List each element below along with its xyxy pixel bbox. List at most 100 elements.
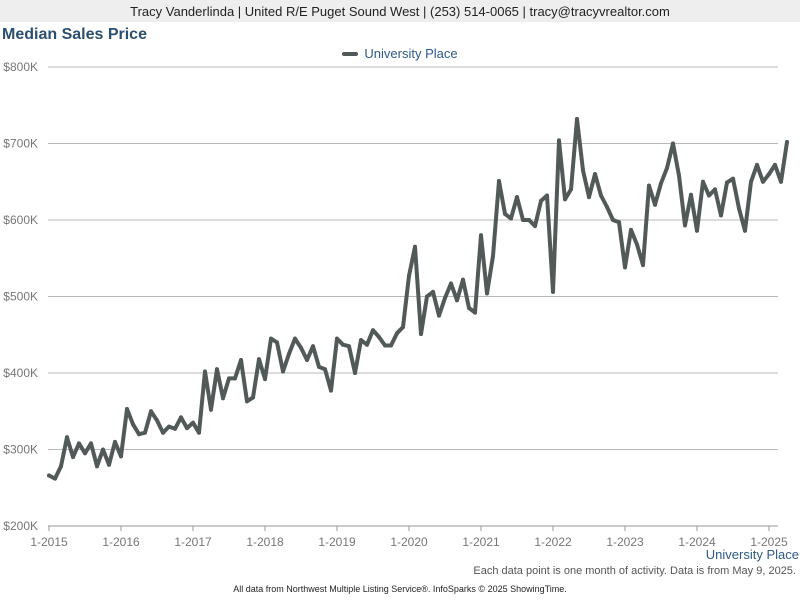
data-point[interactable] [107,462,111,467]
legend[interactable]: University Place [0,46,800,61]
data-point[interactable] [365,342,369,347]
data-point[interactable] [785,140,789,144]
data-point[interactable] [737,206,741,211]
data-point[interactable] [617,220,621,225]
data-point[interactable] [461,277,465,282]
data-point[interactable] [233,376,237,381]
data-point[interactable] [149,409,153,414]
data-point[interactable] [227,376,231,381]
data-point[interactable] [521,218,525,222]
data-point[interactable] [623,265,627,270]
data-point[interactable] [395,331,399,336]
data-point[interactable] [593,172,597,177]
data-point[interactable] [641,263,645,268]
data-point[interactable] [761,179,765,184]
data-point[interactable] [695,228,699,233]
data-point[interactable] [611,218,615,222]
data-point[interactable] [755,162,759,167]
data-point[interactable] [659,181,663,186]
data-point[interactable] [263,377,267,382]
data-point[interactable] [743,228,747,233]
data-point[interactable] [95,464,99,469]
data-point[interactable] [143,430,147,435]
data-point[interactable] [59,464,63,469]
data-point[interactable] [701,179,705,184]
data-point[interactable] [173,426,177,431]
data-point[interactable] [161,430,165,435]
series-line-university-place[interactable] [47,117,789,481]
data-point[interactable] [773,162,777,167]
data-point[interactable] [731,176,735,181]
data-point[interactable] [353,371,357,375]
data-point[interactable] [677,173,681,178]
data-point[interactable] [767,172,771,177]
data-point[interactable] [323,367,327,372]
data-point[interactable] [563,197,567,202]
data-point[interactable] [683,223,687,228]
data-point[interactable] [581,168,585,173]
data-point[interactable] [497,179,501,183]
data-point[interactable] [275,340,279,345]
data-point[interactable] [329,388,333,393]
data-point[interactable] [269,336,273,341]
data-point[interactable] [371,328,375,333]
data-point[interactable] [257,357,261,362]
data-point[interactable] [191,420,195,425]
data-point[interactable] [65,435,69,440]
data-point[interactable] [533,224,537,229]
data-point[interactable] [179,415,183,420]
data-point[interactable] [83,451,87,456]
data-point[interactable] [239,358,243,362]
data-point[interactable] [749,179,753,184]
data-point[interactable] [479,233,483,238]
data-point[interactable] [71,455,75,460]
data-point[interactable] [53,476,57,481]
data-point[interactable] [401,325,405,330]
data-point[interactable] [449,281,453,286]
data-point[interactable] [653,202,657,207]
data-point[interactable] [125,407,129,411]
data-point[interactable] [509,216,513,221]
data-point[interactable] [473,310,477,315]
data-point[interactable] [113,439,117,444]
data-point[interactable] [209,407,213,412]
data-point[interactable] [155,418,159,423]
data-point[interactable] [131,422,135,427]
data-point[interactable] [281,369,285,374]
data-point[interactable] [635,242,639,247]
data-point[interactable] [299,345,303,350]
data-point[interactable] [341,342,345,347]
data-point[interactable] [425,294,429,299]
data-point[interactable] [467,306,471,310]
data-point[interactable] [197,430,201,435]
data-point[interactable] [245,399,249,404]
data-point[interactable] [719,213,723,218]
data-point[interactable] [779,179,783,184]
data-point[interactable] [557,138,561,143]
data-point[interactable] [455,298,459,303]
data-point[interactable] [503,211,507,216]
data-point[interactable] [707,193,711,198]
data-point[interactable] [77,441,81,446]
data-point[interactable] [305,358,309,362]
data-point[interactable] [221,396,225,401]
data-point[interactable] [203,369,207,374]
data-point[interactable] [335,336,339,341]
data-point[interactable] [317,364,321,369]
data-point[interactable] [389,343,393,348]
data-point[interactable] [725,180,729,185]
data-point[interactable] [539,198,543,203]
data-point[interactable] [575,117,579,121]
data-point[interactable] [527,218,531,222]
data-point[interactable] [185,426,189,431]
data-point[interactable] [311,344,315,349]
data-point[interactable] [545,193,549,198]
data-point[interactable] [47,473,51,478]
data-point[interactable] [491,254,495,258]
data-point[interactable] [629,227,633,232]
data-point[interactable] [689,192,693,197]
data-point[interactable] [671,141,675,146]
data-point[interactable] [431,289,435,294]
data-point[interactable] [407,273,411,278]
data-point[interactable] [383,343,387,348]
